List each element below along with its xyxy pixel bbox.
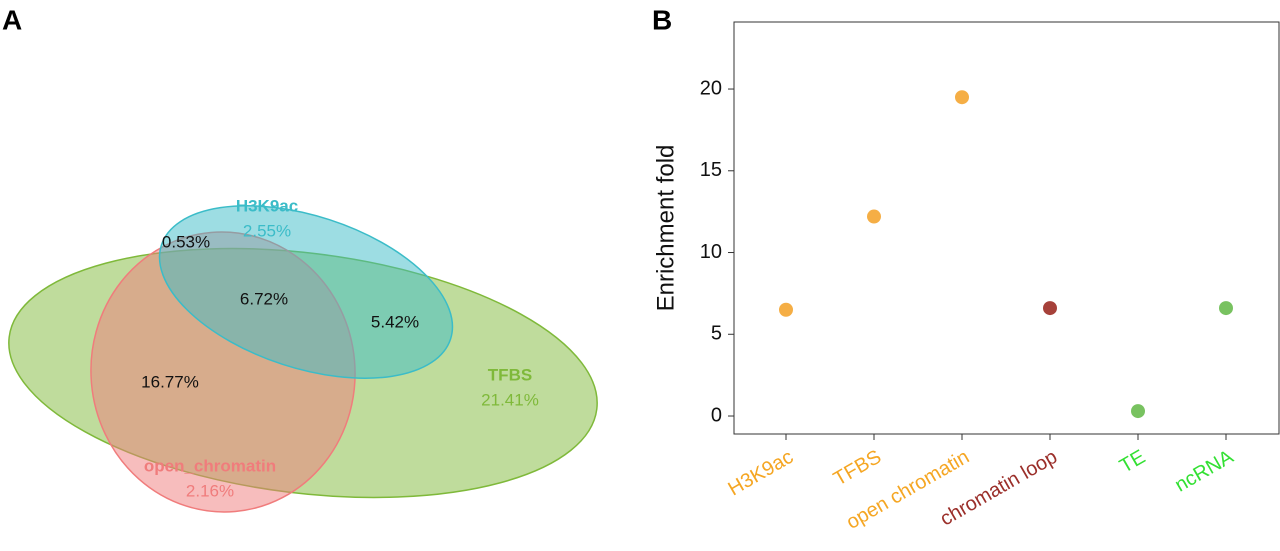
x-tick-label: H3K9ac bbox=[725, 446, 798, 501]
point bbox=[955, 90, 969, 105]
x-tick-label: TE bbox=[1116, 446, 1149, 478]
set-value: 2.16% bbox=[186, 481, 234, 500]
point bbox=[1131, 404, 1145, 419]
point bbox=[1043, 301, 1057, 316]
y-tick-label: 5 bbox=[711, 323, 722, 345]
set-ellipse bbox=[158, 205, 454, 379]
x-tick-label: ncRNA bbox=[1171, 446, 1237, 497]
y-axis-title: Enrichment fold bbox=[652, 145, 679, 312]
x-tick-label: TFBS bbox=[830, 446, 885, 491]
point bbox=[1219, 301, 1233, 316]
y-tick-label: 15 bbox=[700, 159, 722, 181]
plot-frame bbox=[733, 21, 1280, 435]
region-value: 6.72% bbox=[240, 289, 288, 308]
panel-label: A bbox=[2, 4, 22, 35]
region-value: 16.77% bbox=[141, 372, 199, 391]
set-name: open_chromatin bbox=[144, 456, 276, 475]
panel-label: B bbox=[652, 4, 672, 35]
y-tick-label: 0 bbox=[711, 404, 722, 426]
y-tick-label: 10 bbox=[700, 241, 722, 263]
set-value: 2.55% bbox=[243, 221, 291, 240]
set-value: 21.41% bbox=[481, 390, 539, 409]
y-tick-label: 20 bbox=[700, 77, 722, 99]
point bbox=[867, 209, 881, 224]
set-name: TFBS bbox=[488, 365, 532, 384]
point bbox=[779, 302, 793, 317]
set-name: H3K9ac bbox=[236, 196, 298, 215]
region-value: 0.53% bbox=[162, 232, 210, 251]
region-value: 5.42% bbox=[371, 312, 419, 331]
